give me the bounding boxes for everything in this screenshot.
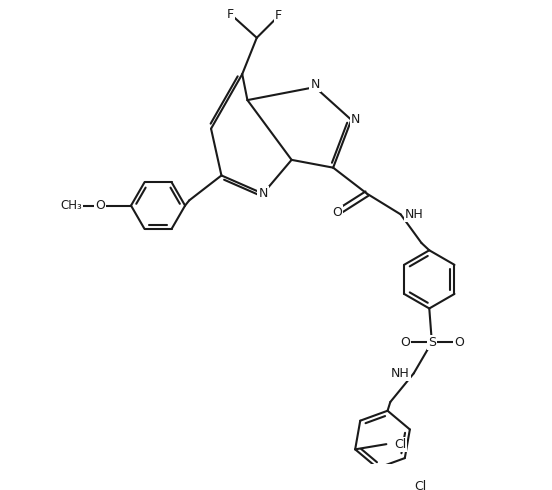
Text: O: O	[332, 206, 342, 220]
Text: O: O	[400, 336, 410, 349]
Text: S: S	[428, 336, 436, 349]
Text: N: N	[310, 78, 320, 91]
Text: F: F	[275, 9, 282, 23]
Text: Cl: Cl	[394, 438, 406, 451]
Text: CH₃: CH₃	[60, 199, 82, 212]
Text: Cl: Cl	[414, 480, 426, 490]
Text: F: F	[227, 8, 235, 21]
Text: N: N	[258, 187, 268, 200]
Text: O: O	[95, 199, 105, 212]
Text: NH: NH	[405, 208, 423, 221]
Text: N: N	[351, 113, 360, 126]
Text: O: O	[454, 336, 464, 349]
Text: NH: NH	[391, 367, 410, 380]
